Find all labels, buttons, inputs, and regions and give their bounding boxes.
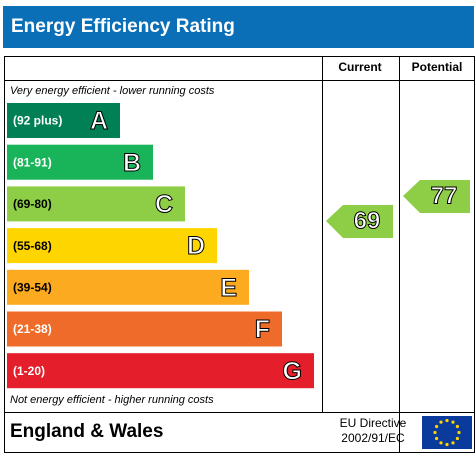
eu-star — [439, 420, 443, 424]
band-letter: E — [220, 274, 237, 302]
header-potential: Potential — [412, 60, 463, 74]
eu-star — [445, 418, 449, 423]
eu-star — [435, 424, 439, 429]
region: England & Wales — [10, 421, 163, 442]
band-letter: D — [187, 232, 205, 260]
eu-star — [451, 441, 455, 445]
band-range: (21-38) — [13, 322, 52, 336]
current-value: 69 — [354, 207, 381, 234]
table-frame — [4, 56, 475, 453]
band-letter: B — [123, 149, 141, 177]
eu-star — [455, 436, 459, 441]
band-range: (69-80) — [13, 197, 52, 211]
header-current: Current — [338, 60, 381, 74]
eu-star — [445, 442, 449, 447]
potential-value: 77 — [431, 182, 458, 209]
eu-star — [439, 441, 443, 445]
band-bar — [7, 144, 153, 180]
current-arrow — [326, 205, 393, 238]
band-range: (55-68) — [13, 239, 52, 253]
band-letter: F — [255, 316, 270, 344]
top-note: Very energy efficient - lower running co… — [10, 85, 215, 97]
band-bar — [7, 186, 185, 222]
band-letter: G — [283, 357, 302, 385]
eu-star — [435, 436, 439, 441]
band-letter: A — [90, 107, 108, 135]
potential-arrow — [403, 180, 470, 213]
band-bar — [7, 103, 120, 138]
title-bar — [3, 6, 474, 48]
band-range: (39-54) — [13, 280, 52, 294]
eu-star — [451, 420, 455, 424]
eu-star — [455, 424, 459, 429]
band-bar — [7, 311, 282, 347]
band-bar — [7, 269, 249, 305]
directive-line2: 2002/91/EC — [341, 431, 405, 445]
band-bar — [7, 353, 314, 389]
band-range: (92 plus) — [13, 114, 62, 128]
title: Energy Efficiency Rating — [11, 16, 235, 37]
band-range: (1-20) — [13, 364, 45, 378]
band-letter: C — [155, 191, 173, 219]
eu-star — [433, 430, 437, 435]
band-bar — [7, 228, 217, 264]
eu-star — [457, 430, 461, 435]
bottom-note: Not energy efficient - higher running co… — [10, 394, 214, 406]
eu-stars — [433, 418, 461, 447]
directive-line1: EU Directive — [340, 416, 407, 430]
band-range: (81-91) — [13, 155, 52, 169]
